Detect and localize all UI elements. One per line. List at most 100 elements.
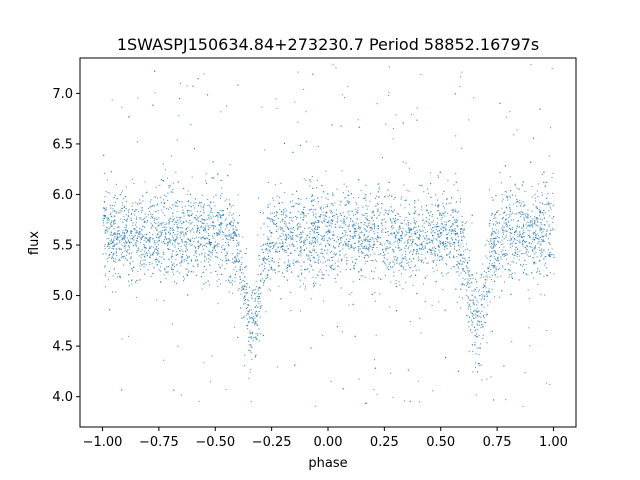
data-point	[283, 230, 285, 232]
data-point	[177, 247, 180, 250]
data-point	[151, 205, 153, 207]
data-point	[417, 237, 419, 239]
data-point	[337, 260, 339, 262]
data-point	[315, 239, 317, 241]
data-point	[135, 244, 137, 246]
data-point	[393, 198, 395, 200]
data-point	[522, 245, 524, 247]
data-point	[542, 236, 544, 238]
data-point	[292, 244, 294, 246]
data-point	[535, 217, 537, 219]
data-point	[195, 247, 197, 249]
data-point	[169, 206, 171, 208]
data-point	[179, 226, 181, 229]
data-point	[262, 259, 265, 261]
data-point	[251, 292, 253, 294]
data-point	[114, 210, 116, 212]
data-point	[371, 216, 373, 218]
data-point	[500, 243, 502, 246]
data-point	[337, 239, 340, 241]
data-point	[313, 199, 315, 201]
data-point	[260, 279, 262, 281]
data-point	[393, 221, 395, 223]
data-point	[549, 383, 551, 385]
data-point	[249, 332, 251, 334]
data-point	[405, 223, 407, 225]
data-point	[359, 244, 361, 246]
data-point	[163, 222, 165, 224]
data-point	[469, 306, 472, 308]
data-point	[106, 231, 109, 233]
data-point	[498, 237, 500, 239]
data-point	[548, 249, 550, 251]
data-point	[270, 268, 272, 270]
data-point	[195, 260, 197, 262]
data-point	[244, 354, 246, 356]
data-point	[540, 229, 543, 231]
data-point	[512, 219, 515, 221]
data-point	[435, 248, 437, 250]
data-point	[297, 222, 300, 225]
data-point	[250, 344, 252, 346]
data-point	[133, 236, 135, 238]
data-point	[303, 216, 305, 218]
data-point	[457, 261, 459, 263]
data-point	[457, 242, 459, 244]
data-point	[185, 231, 187, 234]
data-point	[227, 259, 229, 261]
data-point	[527, 230, 529, 232]
data-point	[148, 247, 150, 249]
data-point	[437, 233, 439, 235]
data-point	[319, 216, 321, 218]
data-point	[375, 237, 377, 239]
data-point	[443, 248, 445, 250]
data-point	[310, 222, 312, 225]
data-point	[121, 208, 123, 210]
data-point	[166, 243, 168, 245]
data-point	[238, 242, 240, 244]
data-point	[254, 306, 256, 308]
data-point	[112, 210, 114, 212]
data-point	[511, 277, 514, 279]
data-point	[306, 254, 308, 256]
data-point	[405, 281, 407, 283]
data-point	[256, 305, 258, 307]
data-point	[187, 271, 190, 273]
data-point	[251, 297, 253, 299]
data-point	[303, 249, 305, 251]
data-point	[268, 269, 270, 271]
data-point	[169, 241, 171, 243]
data-point	[128, 280, 130, 282]
data-point	[409, 320, 411, 323]
data-point	[466, 315, 468, 317]
data-point	[427, 251, 429, 253]
data-point	[462, 254, 464, 256]
data-point	[495, 270, 497, 272]
data-point	[467, 297, 469, 299]
data-point	[415, 232, 417, 234]
data-point	[509, 239, 511, 241]
data-point	[286, 267, 289, 269]
data-point	[331, 124, 333, 126]
data-point	[104, 286, 107, 288]
data-point	[331, 203, 333, 205]
data-point	[102, 217, 104, 219]
data-point	[121, 232, 123, 234]
data-point	[539, 244, 541, 246]
data-point	[511, 239, 513, 241]
data-point	[528, 255, 530, 257]
data-point	[195, 252, 197, 254]
data-point	[377, 183, 379, 185]
data-point	[424, 277, 426, 279]
data-point	[489, 260, 491, 262]
data-point	[157, 249, 159, 251]
data-point	[251, 358, 253, 361]
data-point	[514, 239, 516, 241]
data-point	[483, 284, 485, 286]
data-point	[515, 262, 517, 264]
data-point	[540, 212, 542, 214]
data-point	[394, 231, 396, 234]
data-point	[403, 219, 406, 221]
data-point	[437, 230, 439, 233]
data-point	[512, 212, 514, 214]
